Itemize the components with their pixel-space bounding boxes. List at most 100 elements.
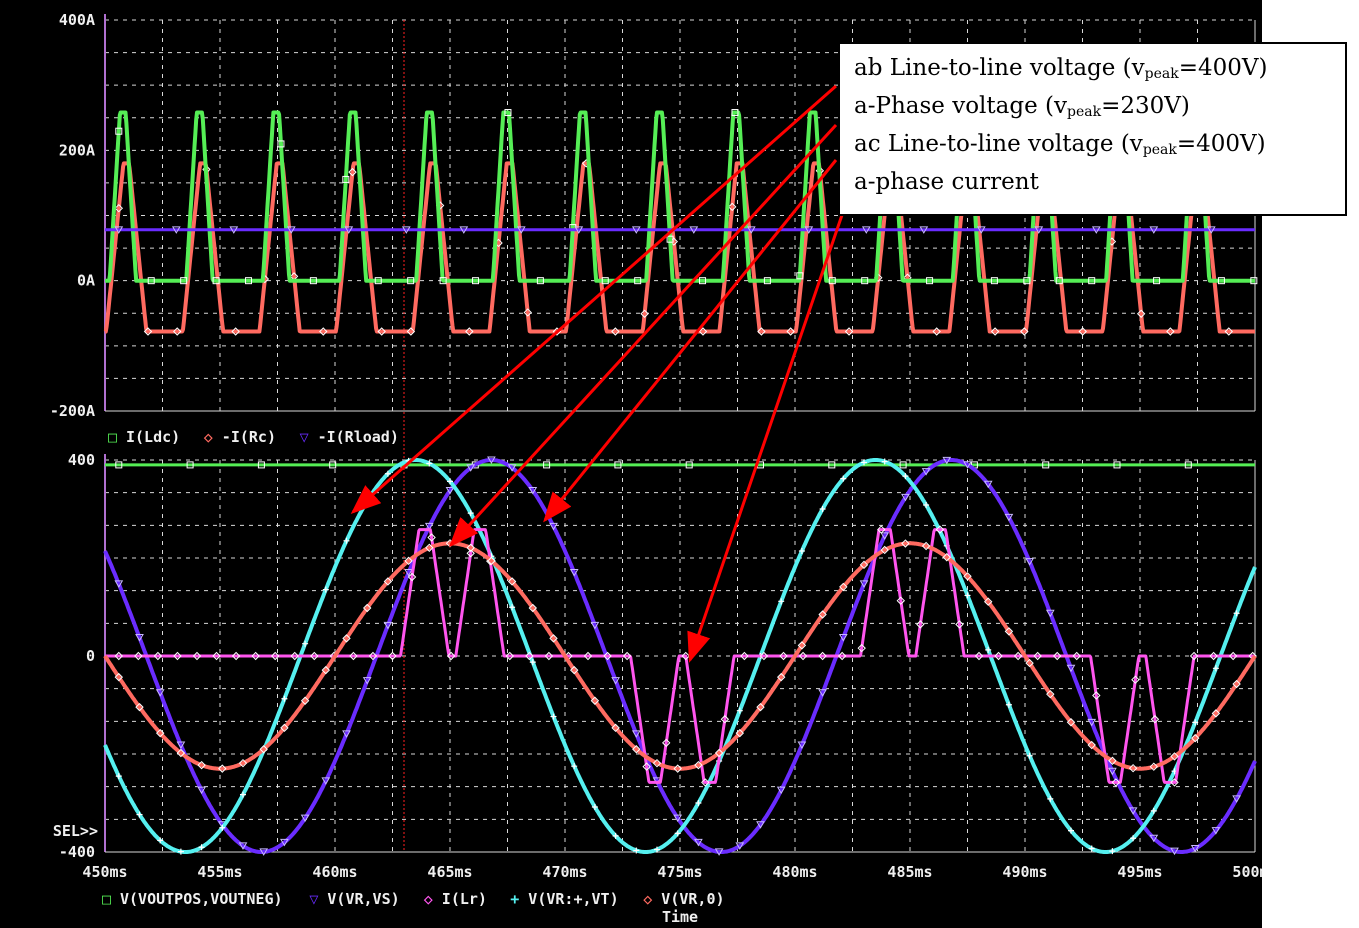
marker-v-vr-vt [861,459,867,466]
marker-i-lr [1111,778,1121,787]
marker-i-lr [701,778,710,787]
marker-minus-i-rc [728,202,737,212]
marker-v-vr-vt [1005,701,1012,708]
marker-v-vr-vs [238,842,248,850]
legend-marker-blue: ▽ [300,428,309,446]
marker-i-ldc [796,272,804,280]
marker-v-vr-vs [631,730,641,738]
marker-v-vr-vs [362,677,372,685]
marker-minus-i-rload [1091,226,1101,234]
marker-v-vr-0 [549,634,558,643]
marker-v-vr-vt [1130,835,1137,842]
marker-v-vr-vs [1232,795,1241,803]
marker-v-vr-vt [384,470,391,477]
marker-v-vr-0 [404,556,413,566]
marker-minus-i-rload [114,226,124,234]
marker-i-lr [1170,778,1179,787]
marker-v-vr-vs [611,677,620,685]
marker-v-vr-vt [1233,610,1240,617]
marker-i-lr [388,651,397,661]
marker-minus-i-rc [1136,309,1146,318]
marker-i-lr [955,620,964,629]
y-tick-label-bottom: 400 [68,451,95,469]
marker-minus-i-rload [689,226,699,234]
marker-v-vr-vt [198,844,205,851]
marker-v-vr-vt [177,848,184,855]
marker-minus-i-rc [844,327,854,336]
marker-i-lr [407,572,417,582]
legend-marker-salmon: ◇ [643,890,652,908]
marker-i-lr [1150,715,1160,724]
marker-v-vr-vs [590,621,600,630]
marker-minus-i-rload [1149,226,1159,234]
marker-minus-i-rc [1020,327,1029,336]
marker-i-lr [212,651,221,661]
marker-i-lr [759,651,769,661]
marker-v-vr-0 [155,728,165,738]
marker-i-lr [270,651,280,661]
marker-v-voutpos-voutneg [685,461,693,469]
marker-v-vr-vt [157,837,164,844]
marker-i-ldc [115,127,123,135]
marker-i-lr [114,651,124,661]
trace-i-ldc [103,110,1257,283]
marker-v-vr-0 [321,665,331,675]
y-tick-label-top: 200A [59,141,95,159]
arrow-ab [350,84,837,514]
marker-v-vr-vs [114,580,124,588]
marker-v-vr-0 [1128,763,1138,773]
marker-v-vr-vs [1190,845,1200,853]
marker-i-ldc [245,277,253,285]
marker-i-ldc [407,277,415,285]
y-tick-label-bottom: -400 [59,843,95,861]
marker-v-vr-vt [695,800,702,807]
marker-i-ldc [147,277,155,285]
arrow-current [687,214,844,663]
marker-v-vr-vt [322,586,329,593]
marker-minus-i-rc [611,327,620,336]
marker-v-vr-vs [1108,767,1117,776]
marker-i-ldc [504,109,512,117]
marker-v-vr-vs [280,838,289,847]
marker-i-lr [1013,651,1023,661]
marker-i-lr [974,651,984,661]
marker-v-vr-vs [176,741,186,749]
marker-minus-i-rload [1206,226,1216,234]
marker-i-ldc [472,277,480,285]
legend-label: I(Ldc) [126,428,180,446]
marker-i-lr [818,651,827,661]
legend-marker-blue: ▽ [309,890,318,908]
marker-i-lr [544,651,554,661]
marker-v-vr-vs [300,814,310,823]
marker-minus-i-rc [640,309,649,318]
marker-v-vr-vt [1026,752,1033,759]
marker-i-lr [622,651,632,661]
marker-i-ldc [731,109,739,117]
marker-v-vr-0 [197,760,206,770]
marker-i-ldc [828,277,836,285]
marker-i-ldc [1055,277,1063,285]
marker-minus-i-rc [757,327,766,336]
marker-v-vr-0 [880,545,889,555]
marker-v-vr-vt [633,847,640,854]
marker-i-lr [525,651,534,661]
marker-v-vr-vs [1025,558,1034,566]
marker-i-lr [251,651,260,661]
marker-i-lr [1072,651,1081,661]
marker-minus-i-rc [990,327,1000,336]
marker-v-vr-vt [240,791,246,798]
marker-minus-i-rload [171,226,181,234]
marker-v-voutpos-voutneg [257,461,265,469]
annotation-box: ab Line-to-line voltage (vpeak=400V) a-P… [838,42,1347,216]
marker-i-ldc [277,140,285,148]
marker-v-vr-0 [487,556,496,566]
marker-i-lr [505,651,515,661]
legend-label: -I(Rload) [318,428,399,446]
marker-v-vr-vt [571,763,578,770]
marker-v-vr-0 [942,553,952,562]
marker-i-lr [857,643,866,653]
marker-minus-i-rc [465,327,474,336]
marker-i-ldc [926,277,934,285]
marker-i-lr [1209,651,1218,661]
marker-v-vr-0 [818,610,827,619]
